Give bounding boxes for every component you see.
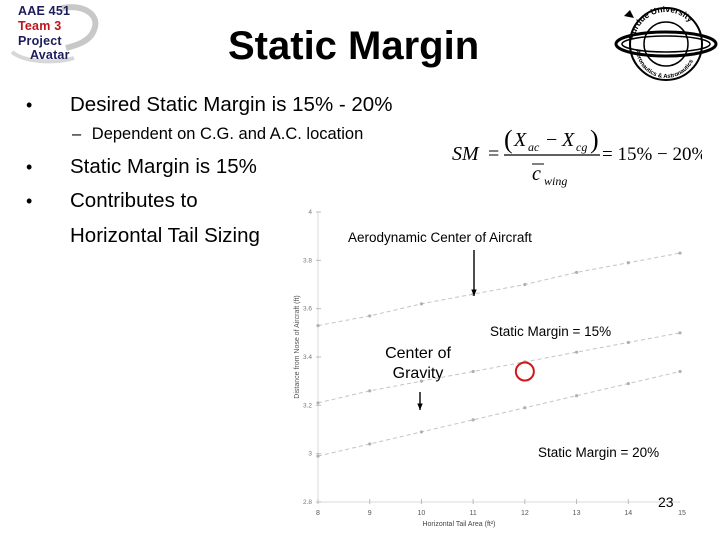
logo-line-4: Avatar (30, 48, 70, 62)
team-logo: AAE 451 Team 3 Project Avatar (4, 2, 100, 68)
formula-rhs: = 15% − 20% (602, 144, 702, 165)
data-point (574, 394, 579, 398)
data-point (574, 350, 579, 354)
sm15-annotation: Static Margin = 15% (490, 324, 612, 339)
series-line (317, 371, 681, 457)
data-point (316, 401, 320, 405)
x-tick-label: 13 (573, 510, 581, 517)
bullet-text: Static Margin is 15% (70, 155, 257, 178)
data-point (523, 282, 527, 287)
formula-minus: − (546, 129, 557, 151)
x-tick-label: 15 (678, 510, 686, 517)
data-point (368, 389, 372, 393)
bullet-dot-icon: • (26, 157, 33, 177)
y-tick-label: 3.4 (303, 354, 312, 361)
logo-line-3: Project (18, 34, 62, 48)
tail-sizing-chart: 8 9 10 11 12 13 14 15 4 3.8 3.6 3.4 3.2 3 2.8 Horizonta… (294, 209, 686, 528)
formula-lhs: SM (452, 143, 480, 165)
data-point (368, 442, 372, 446)
series-line (317, 252, 681, 327)
data-point (419, 430, 424, 434)
data-point (523, 406, 527, 410)
data-point (678, 251, 682, 255)
formula-cg-subscript: cg (576, 140, 587, 154)
logo-line-2: Team 3 (18, 19, 62, 33)
bullet-text: Desired Static Margin is 15% - 20% (70, 93, 393, 116)
y-tick-label: 3.6 (303, 306, 312, 313)
bullet-dot-icon: • (26, 95, 33, 115)
y-tick-label: 4 (308, 209, 312, 216)
logo-swoosh-icon (10, 4, 99, 64)
formula-c: c (532, 163, 541, 185)
y-axis-title: Distance from Nose of Aircraft (ft) (294, 295, 301, 398)
x-tick-label: 12 (521, 510, 529, 517)
highlight-circle (514, 361, 535, 382)
bullet-text: Horizontal Tail Sizing (70, 224, 260, 247)
ac-annotation: Aerodynamic Center of Aircraft (348, 230, 532, 245)
formula-x-ac: X (513, 129, 527, 151)
data-point (471, 369, 475, 374)
data-point (471, 418, 475, 422)
x-tick-label: 10 (418, 510, 426, 517)
data-point (574, 270, 579, 275)
formula-svg: SM = ( X ac − X cg ) c wing = 15% − 20% (452, 125, 708, 188)
chart-area: 8 9 10 11 12 13 14 15 4 3.8 3.6 3.4 3.2 3 2.8 Horizonta… (286, 196, 686, 528)
x-tick-label: 8 (316, 510, 320, 517)
data-point (419, 302, 424, 306)
sm20-annotation: Static Margin = 20% (538, 445, 660, 460)
logo-line-1: AAE 451 (18, 4, 71, 18)
formula-wing-subscript: wing (544, 174, 567, 188)
x-tick-label: 11 (470, 510, 477, 517)
data-point (626, 340, 630, 345)
data-point (678, 369, 682, 374)
slide-title: Static Margin (228, 24, 480, 68)
sub-bullet-text: Dependent on C.G. and A.C. location (91, 125, 364, 143)
bullet-text: Contributes to (70, 189, 198, 212)
static-margin-formula: SM = ( X ac − X cg ) c wing = 15% − 20% (450, 118, 708, 192)
y-tick-label: 3.8 (303, 257, 312, 264)
data-point (419, 379, 424, 383)
sub-bullet-item: – Dependent on C.G. and A.C. location (72, 123, 363, 145)
y-tick-label: 3.2 (303, 402, 312, 409)
data-point (368, 314, 372, 318)
page-number: 23 (658, 494, 674, 510)
formula-paren-open: ( (504, 125, 513, 154)
sub-bullet-dash: – (72, 125, 82, 143)
ac-arrow-head (471, 289, 477, 296)
data-point (626, 261, 630, 265)
cog-line-2: Gravity (392, 365, 444, 382)
cog-arrow-head (417, 403, 423, 410)
formula-x-cg: X (561, 129, 575, 151)
y-tick-label: 3 (308, 451, 312, 458)
formula-ac-subscript: ac (528, 140, 540, 154)
x-tick-label: 9 (368, 510, 372, 517)
data-point (626, 381, 630, 386)
data-point (316, 323, 320, 328)
formula-equals: = (488, 143, 499, 165)
data-point (316, 454, 320, 458)
formula-paren-close: ) (590, 125, 599, 154)
university-logo: Purdue University Aeronautics & Astronau… (612, 0, 718, 86)
university-seal-icon: Purdue University Aeronautics & Astronau… (614, 4, 718, 81)
series-line (317, 332, 681, 404)
y-tick-label: 2.8 (303, 499, 312, 506)
x-tick-label: 14 (624, 510, 632, 517)
cog-line-1: Center of (385, 345, 451, 362)
data-point (678, 331, 682, 335)
bullet-dot-icon: • (26, 191, 33, 211)
x-axis-title: Horizontal Tail Area (ft²) (422, 521, 495, 528)
cog-annotation: Center of Gravity (374, 344, 462, 384)
